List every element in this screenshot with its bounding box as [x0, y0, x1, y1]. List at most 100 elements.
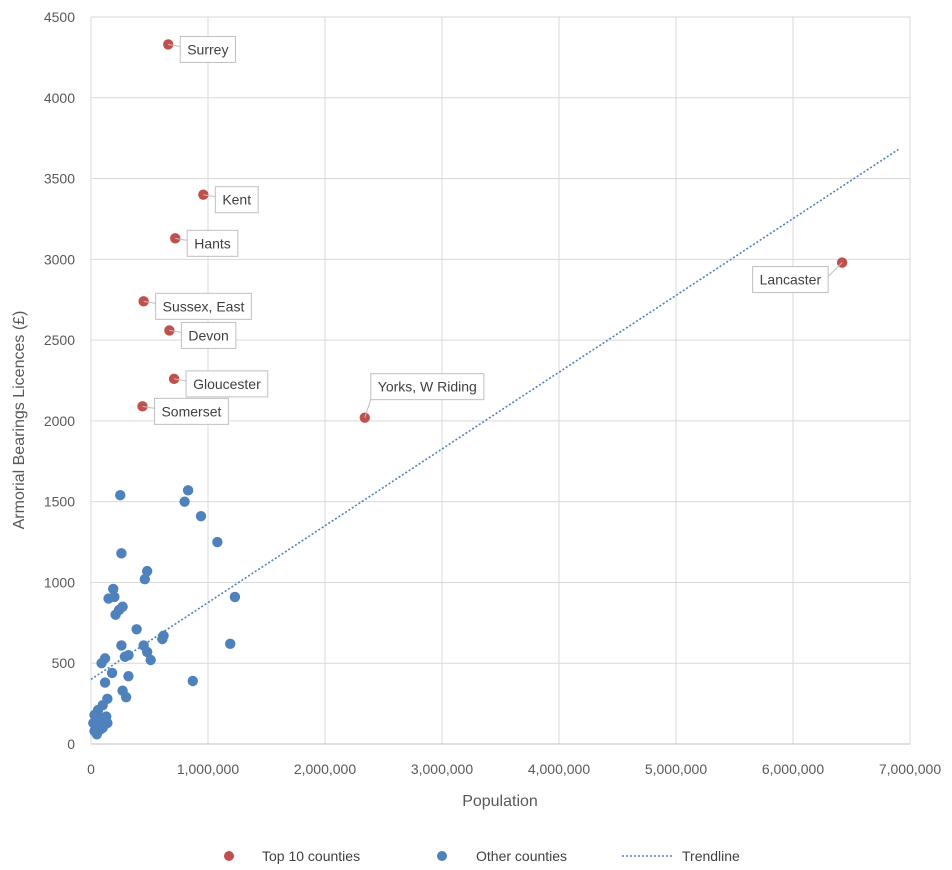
- other-county-point: [119, 651, 131, 662]
- other-county-point: [141, 565, 153, 577]
- callout-box: [180, 321, 237, 349]
- other-county-point: [108, 583, 119, 595]
- x-tick-label: 6,000,000: [762, 761, 824, 777]
- callout-connector: [169, 329, 182, 333]
- callout-connector: [827, 262, 843, 277]
- other-county-point: [179, 496, 190, 507]
- callout-label: Yorks, W Riding: [378, 379, 477, 395]
- legend-top-label: Top 10 counties: [262, 848, 360, 864]
- other-county-point: [157, 633, 168, 645]
- other-county-point: [99, 677, 111, 688]
- legend-item-other: Other counties: [437, 848, 567, 864]
- callout: Sussex, East: [143, 292, 252, 320]
- x-tick-label: 3,000,000: [411, 761, 473, 777]
- other-county-point: [115, 490, 126, 501]
- x-tick-label: 5,000,000: [645, 761, 707, 777]
- y-tick-label: 0: [67, 736, 75, 752]
- callout-box: [214, 186, 259, 214]
- callout: Kent: [203, 186, 259, 214]
- legend-other-label: Other counties: [476, 848, 567, 864]
- callout-label: Sussex, East: [163, 298, 245, 314]
- callout-label: Kent: [222, 192, 251, 208]
- callout-box: [185, 370, 269, 398]
- other-county-point: [95, 724, 106, 735]
- callout-box: [186, 229, 239, 257]
- other-county-point: [123, 670, 134, 682]
- callout-label: Lancaster: [760, 272, 822, 288]
- legend-item-trend: Trendline: [622, 848, 740, 864]
- callout-box: [153, 397, 229, 425]
- y-tick-label: 2000: [44, 413, 75, 429]
- grid: [90, 16, 911, 745]
- y-tick-label: 3500: [44, 171, 75, 187]
- callout-connector: [175, 237, 188, 241]
- y-tick-label: 2500: [44, 332, 75, 348]
- other-county-point: [98, 714, 110, 725]
- callout: Surrey: [168, 35, 236, 63]
- x-tick-label: 1,000,000: [177, 761, 239, 777]
- other-county-point: [187, 675, 198, 687]
- other-county-point: [225, 638, 236, 650]
- other-county-point: [229, 591, 241, 603]
- callout: Yorks, W Riding: [364, 373, 485, 418]
- callout: Lancaster: [752, 262, 843, 294]
- y-tick-label: 1000: [44, 574, 75, 590]
- y-tick-label: 4000: [44, 90, 75, 106]
- callouts: Surrey Kent Hants Sussex, East Devon Gloucest…: [142, 35, 843, 425]
- top-county-point: [168, 373, 180, 385]
- callout-box: [752, 266, 829, 294]
- trendline-layer: [90, 148, 899, 681]
- callout-label: Somerset: [161, 403, 221, 419]
- y-tick-label: 1500: [44, 494, 75, 510]
- x-tick-label: 0: [87, 761, 95, 777]
- top-county-point: [359, 412, 370, 423]
- callout-connector: [173, 378, 187, 382]
- callout: Gloucester: [173, 370, 269, 398]
- callout-connector: [168, 43, 181, 47]
- y-axis-title: Armorial Bearings Licences (£): [11, 311, 28, 530]
- axes: 0 1,000,000 2,000,000 3,000,000 4,000,000 5,0…: [44, 9, 942, 777]
- x-tick-label: 7,000,000: [879, 761, 941, 777]
- other-county-point: [88, 717, 99, 729]
- trendline: [90, 148, 899, 681]
- x-tick-label: 2,000,000: [294, 761, 356, 777]
- other-county-point: [116, 548, 127, 559]
- other-county-point: [145, 654, 156, 666]
- x-tick-label: 4,000,000: [528, 761, 590, 777]
- callout-connector: [142, 405, 155, 409]
- callout-box: [155, 292, 252, 320]
- legend: Top 10 counties Other counties Trendline: [224, 848, 740, 864]
- other-county-point: [116, 640, 127, 651]
- other-county-point: [141, 646, 153, 658]
- x-axis-title: Population: [462, 793, 538, 810]
- callout-connector: [364, 399, 372, 418]
- callout-label: Gloucester: [193, 376, 261, 392]
- other-county-point: [106, 667, 118, 679]
- y-tick-label: 3000: [44, 251, 75, 267]
- other-county-point: [110, 609, 121, 620]
- callout-label: Hants: [194, 235, 231, 251]
- legend-other-marker: [437, 851, 447, 861]
- legend-trend-label: Trendline: [682, 848, 740, 864]
- y-tick-label: 4500: [44, 9, 75, 25]
- callout-label: Surrey: [187, 41, 228, 57]
- callout: Devon: [169, 321, 237, 349]
- callout-connector: [143, 300, 156, 304]
- other-county-point: [182, 485, 194, 496]
- other-county-point: [212, 536, 223, 548]
- callout-connector: [203, 194, 216, 198]
- other-county-point: [195, 511, 207, 522]
- other-county-point: [131, 624, 142, 635]
- callout-label: Devon: [188, 327, 228, 343]
- other-county-point: [139, 574, 151, 585]
- callout-box: [179, 35, 236, 63]
- legend-item-top: Top 10 counties: [224, 848, 360, 864]
- legend-top-marker: [224, 851, 234, 861]
- y-tick-label: 500: [52, 655, 76, 671]
- callout-box: [370, 373, 485, 401]
- other-county-point: [109, 591, 120, 603]
- other-county-point: [120, 691, 132, 703]
- callout: Somerset: [142, 397, 229, 425]
